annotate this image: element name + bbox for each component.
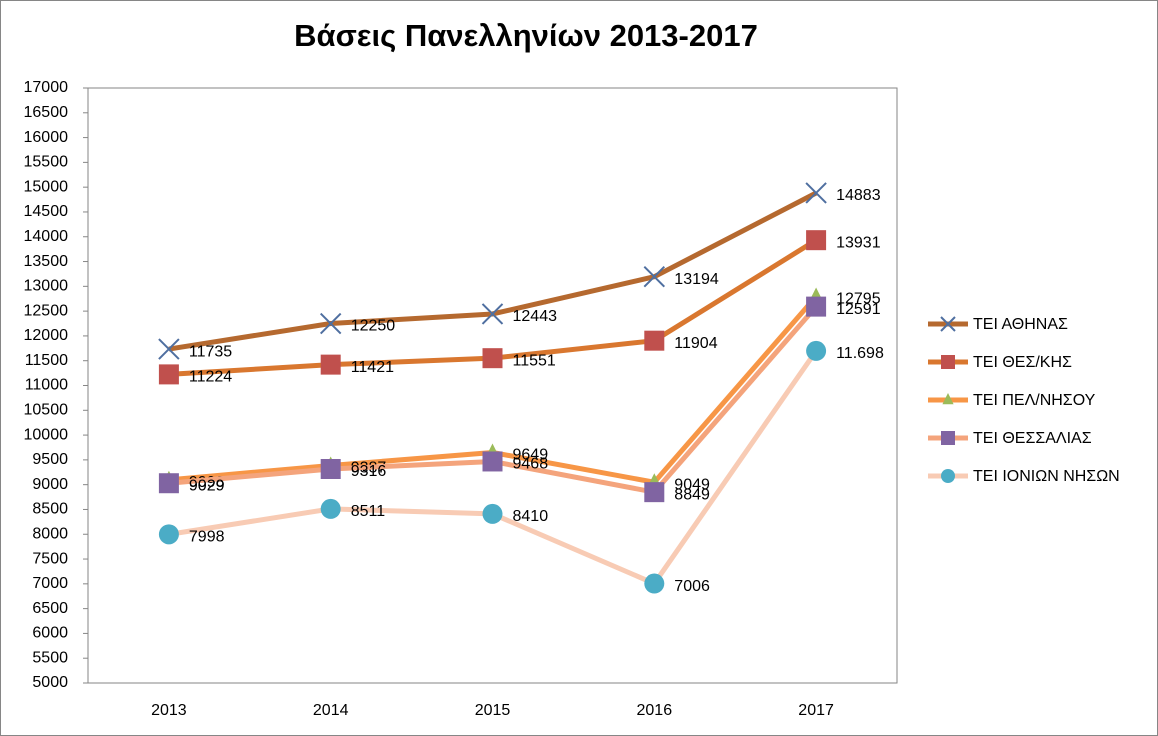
marker: [158, 473, 179, 494]
marker: [941, 355, 955, 369]
y-tick-label: 12000: [24, 327, 69, 344]
x-tick-label: 2013: [151, 702, 187, 719]
data-label: 9029: [189, 477, 225, 494]
y-tick-label: 6000: [32, 625, 68, 642]
data-label: 12591: [836, 301, 881, 318]
legend-label: ΤΕΙ ΑΘΗΝΑΣ: [973, 316, 1068, 333]
y-tick-label: 10500: [24, 402, 69, 419]
y-tick-label: 15500: [24, 154, 69, 171]
marker: [158, 364, 179, 385]
data-label: 12443: [513, 308, 558, 325]
y-tick-label: 5000: [32, 674, 68, 691]
data-label: 11.698: [836, 345, 884, 362]
data-label: 8849: [674, 486, 710, 503]
data-label: 14883: [836, 187, 881, 204]
y-tick-label: 9500: [32, 451, 68, 468]
marker: [481, 303, 504, 325]
y-tick-label: 16000: [24, 129, 69, 146]
marker: [644, 573, 665, 594]
data-label: 12795: [836, 291, 881, 308]
marker: [158, 524, 179, 545]
data-label: 11735: [189, 343, 232, 360]
data-label: 11224: [189, 369, 232, 386]
y-tick-label: 7500: [32, 550, 68, 567]
data-label: 9649: [513, 447, 549, 464]
x-tick-label: 2014: [313, 702, 349, 719]
x-tick-label: 2015: [475, 702, 511, 719]
data-label: 12250: [351, 318, 396, 335]
marker: [644, 482, 665, 503]
marker: [482, 503, 503, 524]
data-label: 9049: [674, 476, 710, 493]
y-tick-label: 8500: [32, 501, 68, 518]
data-label: 13194: [674, 271, 719, 288]
marker: [319, 312, 342, 335]
data-label: 13931: [836, 234, 881, 251]
marker: [942, 393, 954, 405]
data-label: 7006: [674, 578, 710, 595]
data-label: 7998: [189, 529, 225, 546]
marker: [482, 348, 503, 369]
x-tick-label: 2017: [798, 702, 834, 719]
marker: [806, 296, 827, 317]
data-label: 9316: [351, 463, 387, 480]
y-tick-label: 14500: [24, 203, 69, 220]
x-tick-label: 2016: [637, 702, 673, 719]
data-label: 8511: [351, 503, 386, 520]
marker: [806, 230, 827, 251]
marker: [941, 469, 955, 483]
data-label: 9468: [513, 456, 549, 473]
legend-label: ΤΕΙ ΠΕΛ/ΝΗΣΟΥ: [973, 392, 1096, 409]
marker: [320, 498, 341, 519]
marker: [158, 338, 180, 360]
data-label: 11551: [513, 352, 556, 369]
y-tick-label: 6500: [32, 600, 68, 617]
marker: [320, 354, 341, 375]
marker: [644, 330, 665, 351]
y-tick-label: 15000: [24, 178, 69, 195]
data-label: 8410: [513, 508, 549, 525]
marker: [643, 266, 666, 288]
legend-label: ΤΕΙ ΘΕΣΣΑΛΙΑΣ: [973, 430, 1092, 447]
y-tick-label: 17000: [24, 79, 69, 96]
legend-label: ΤΕΙ ΙΟΝΙΩΝ ΝΗΣΩΝ: [973, 468, 1120, 485]
y-tick-label: 7000: [32, 575, 68, 592]
marker: [805, 182, 827, 204]
y-tick-label: 8000: [32, 525, 68, 542]
data-label: 11904: [674, 335, 717, 352]
y-tick-label: 16500: [24, 104, 69, 121]
marker: [320, 458, 341, 479]
y-tick-label: 12500: [24, 302, 69, 319]
y-tick-label: 5500: [32, 649, 68, 666]
y-tick-label: 11000: [25, 377, 68, 394]
y-tick-label: 10000: [24, 426, 69, 443]
legend-label: ΤΕΙ ΘΕΣ/ΚΗΣ: [973, 354, 1072, 371]
y-tick-label: 14000: [24, 228, 69, 245]
y-tick-label: 9000: [32, 476, 68, 493]
marker: [941, 431, 955, 445]
y-tick-label: 11500: [25, 352, 68, 369]
data-label: 11421: [351, 359, 394, 376]
y-tick-label: 13500: [24, 253, 69, 270]
chart-title: Βάσεις Πανελληνίων 2013-2017: [294, 18, 758, 53]
y-tick-label: 13000: [24, 278, 69, 295]
marker: [482, 451, 503, 472]
marker: [806, 340, 827, 361]
marker: [940, 316, 956, 332]
